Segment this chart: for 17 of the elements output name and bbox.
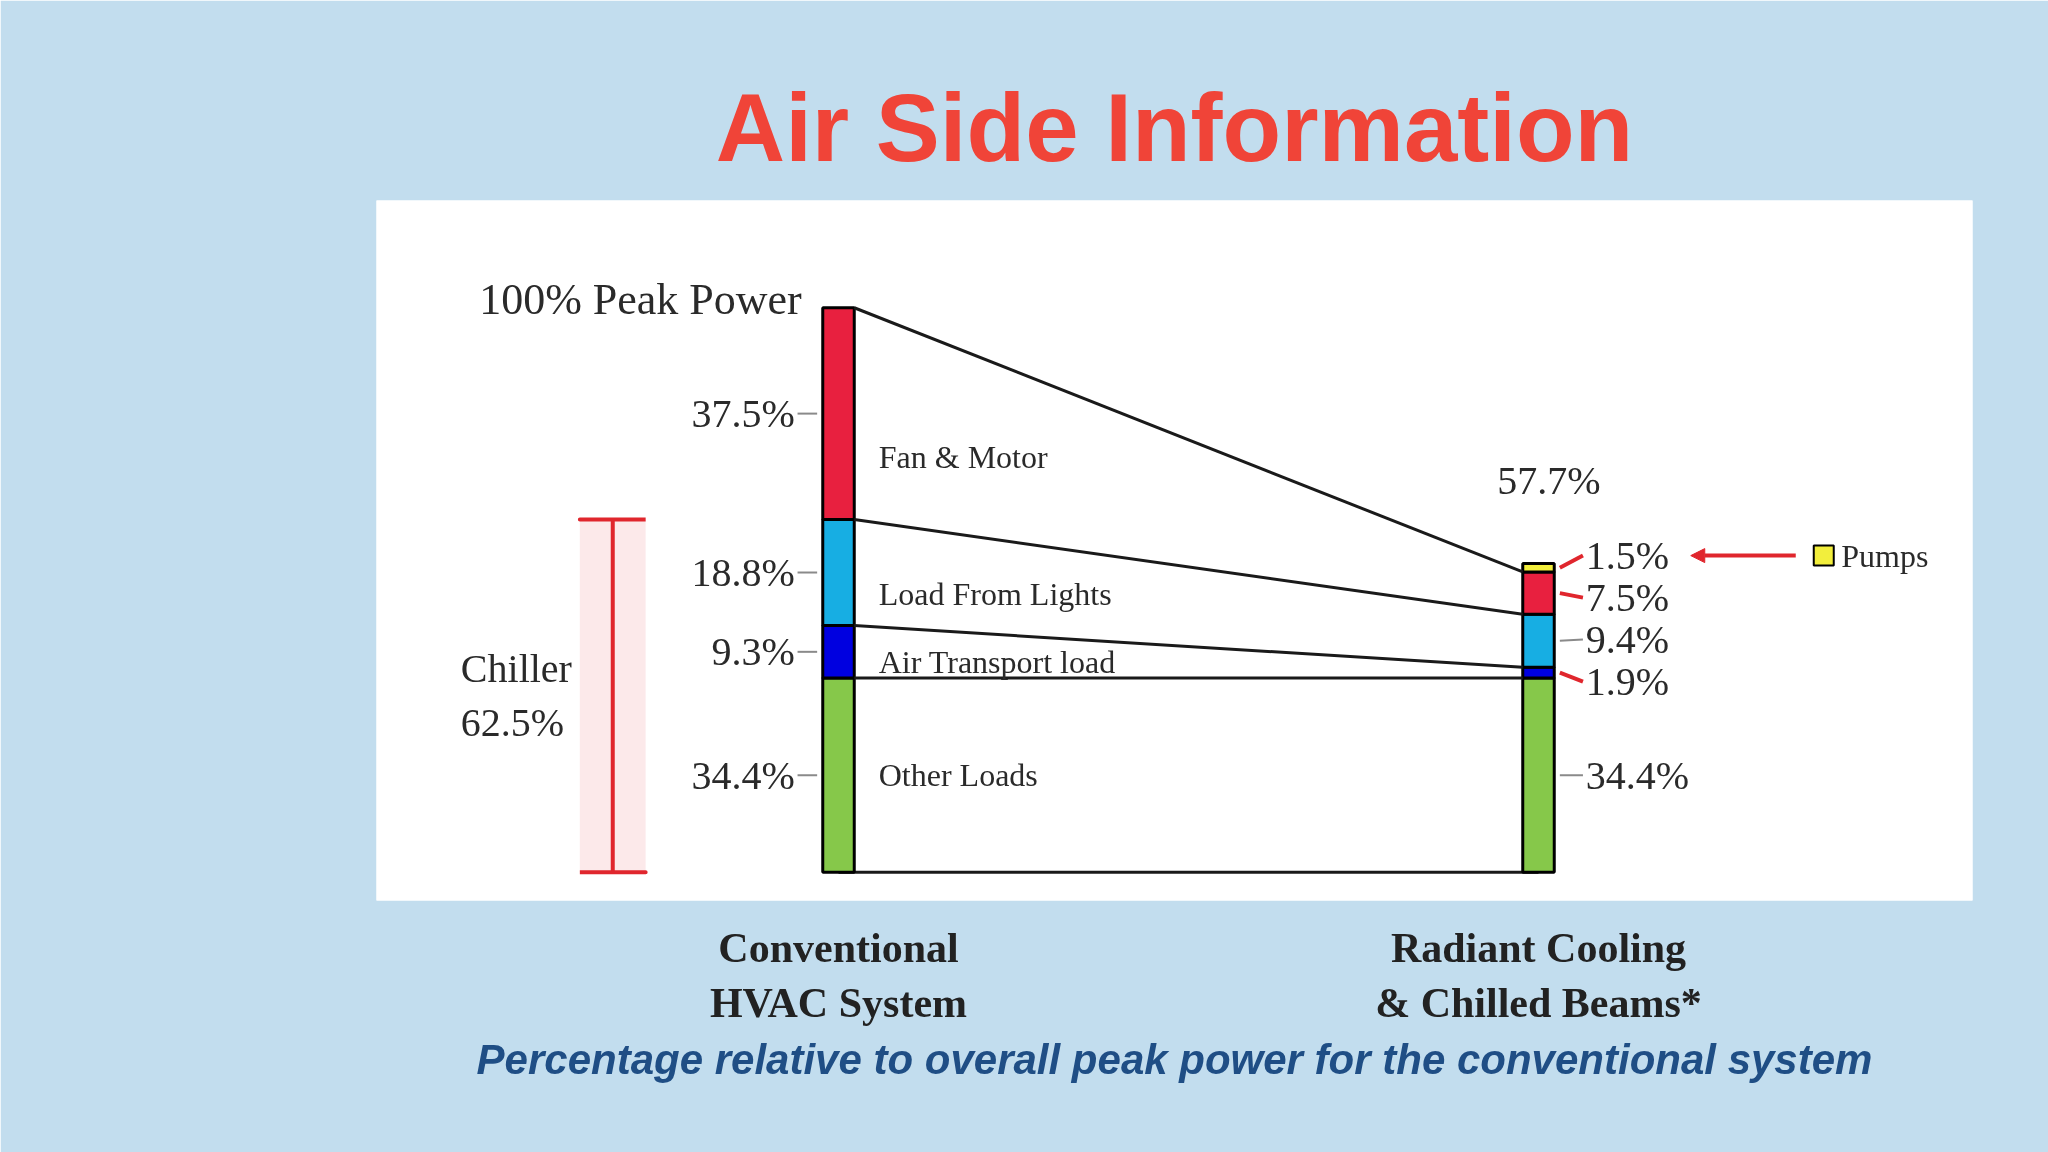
series-label: Load From Lights	[878, 575, 1112, 612]
x-tick-label: Radiant Cooling & Chilled Beams*	[1375, 924, 1702, 1026]
total-label: 100% Peak Power	[479, 274, 803, 324]
band-label: Chiller 62.5%	[460, 646, 572, 746]
data-label: 37.5%	[691, 391, 795, 437]
x-tick-label: Conventional HVAC System	[709, 924, 968, 1026]
data-label: 9.3%	[711, 629, 795, 675]
text: Percentage relative to overall peak power for the conventional system	[476, 1035, 1873, 1083]
series-label: Air Transport load	[878, 643, 1116, 680]
series-label: Other Loads	[878, 757, 1038, 794]
series-label: Fan & Motor	[878, 439, 1048, 476]
data-label: 18.8%	[691, 550, 795, 596]
data-label: 34.4%	[1585, 752, 1690, 798]
chart-title: Air Side Information	[715, 73, 1634, 181]
data-label: 34.4%	[691, 752, 795, 798]
legend-label: Pumps	[1841, 537, 1929, 574]
annotation: 57.7%	[1497, 458, 1601, 504]
